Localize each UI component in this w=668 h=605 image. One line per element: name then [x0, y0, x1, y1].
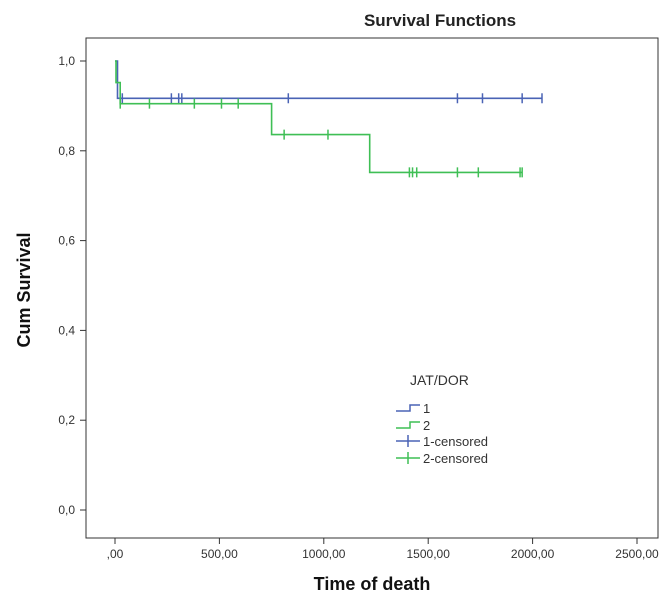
series-2-line: [115, 60, 523, 174]
x-tick-label: 500,00: [201, 547, 238, 561]
series-layer: [115, 60, 543, 178]
x-tick-label: 2000,00: [511, 547, 555, 561]
x-tick-label: ,00: [107, 547, 124, 561]
legend-entry-3: 1-censored: [423, 434, 488, 449]
legend-censor-icon-1: [396, 435, 420, 447]
series-1-line: [115, 60, 542, 100]
axis-layer: ,00 500,00 1000,00 1500,00 2000,00 2500,00 0,0…: [58, 54, 659, 561]
y-tick-label: 0,2: [58, 413, 75, 427]
legend-step-icon-2: [396, 421, 420, 429]
legend-step-icon-1: [396, 404, 420, 412]
x-axis-label: Time of death: [314, 574, 431, 594]
legend-title: JAT/DOR: [410, 372, 469, 388]
y-tick-label: 0,0: [58, 503, 75, 517]
chart-title: Survival Functions: [364, 11, 516, 30]
y-tick-label: 0,6: [58, 234, 75, 248]
x-tick-label: 1000,00: [302, 547, 346, 561]
y-tick-label: 1,0: [58, 54, 75, 68]
legend-box: [395, 355, 615, 488]
y-tick-label: 0,8: [58, 144, 75, 158]
x-tick-label: 1500,00: [407, 547, 451, 561]
legend: JAT/DOR 1 2 1-censored 2-censored: [395, 355, 615, 488]
y-tick-label: 0,4: [58, 323, 75, 337]
y-axis-label: Cum Survival: [14, 232, 34, 347]
legend-censor-icon-2: [396, 452, 420, 464]
plot-area: [85, 37, 659, 539]
legend-entry-1: 1: [423, 401, 430, 416]
legend-entry-2: 2: [423, 418, 430, 433]
x-tick-label: 2500,00: [615, 547, 659, 561]
legend-entry-4: 2-censored: [423, 451, 488, 466]
